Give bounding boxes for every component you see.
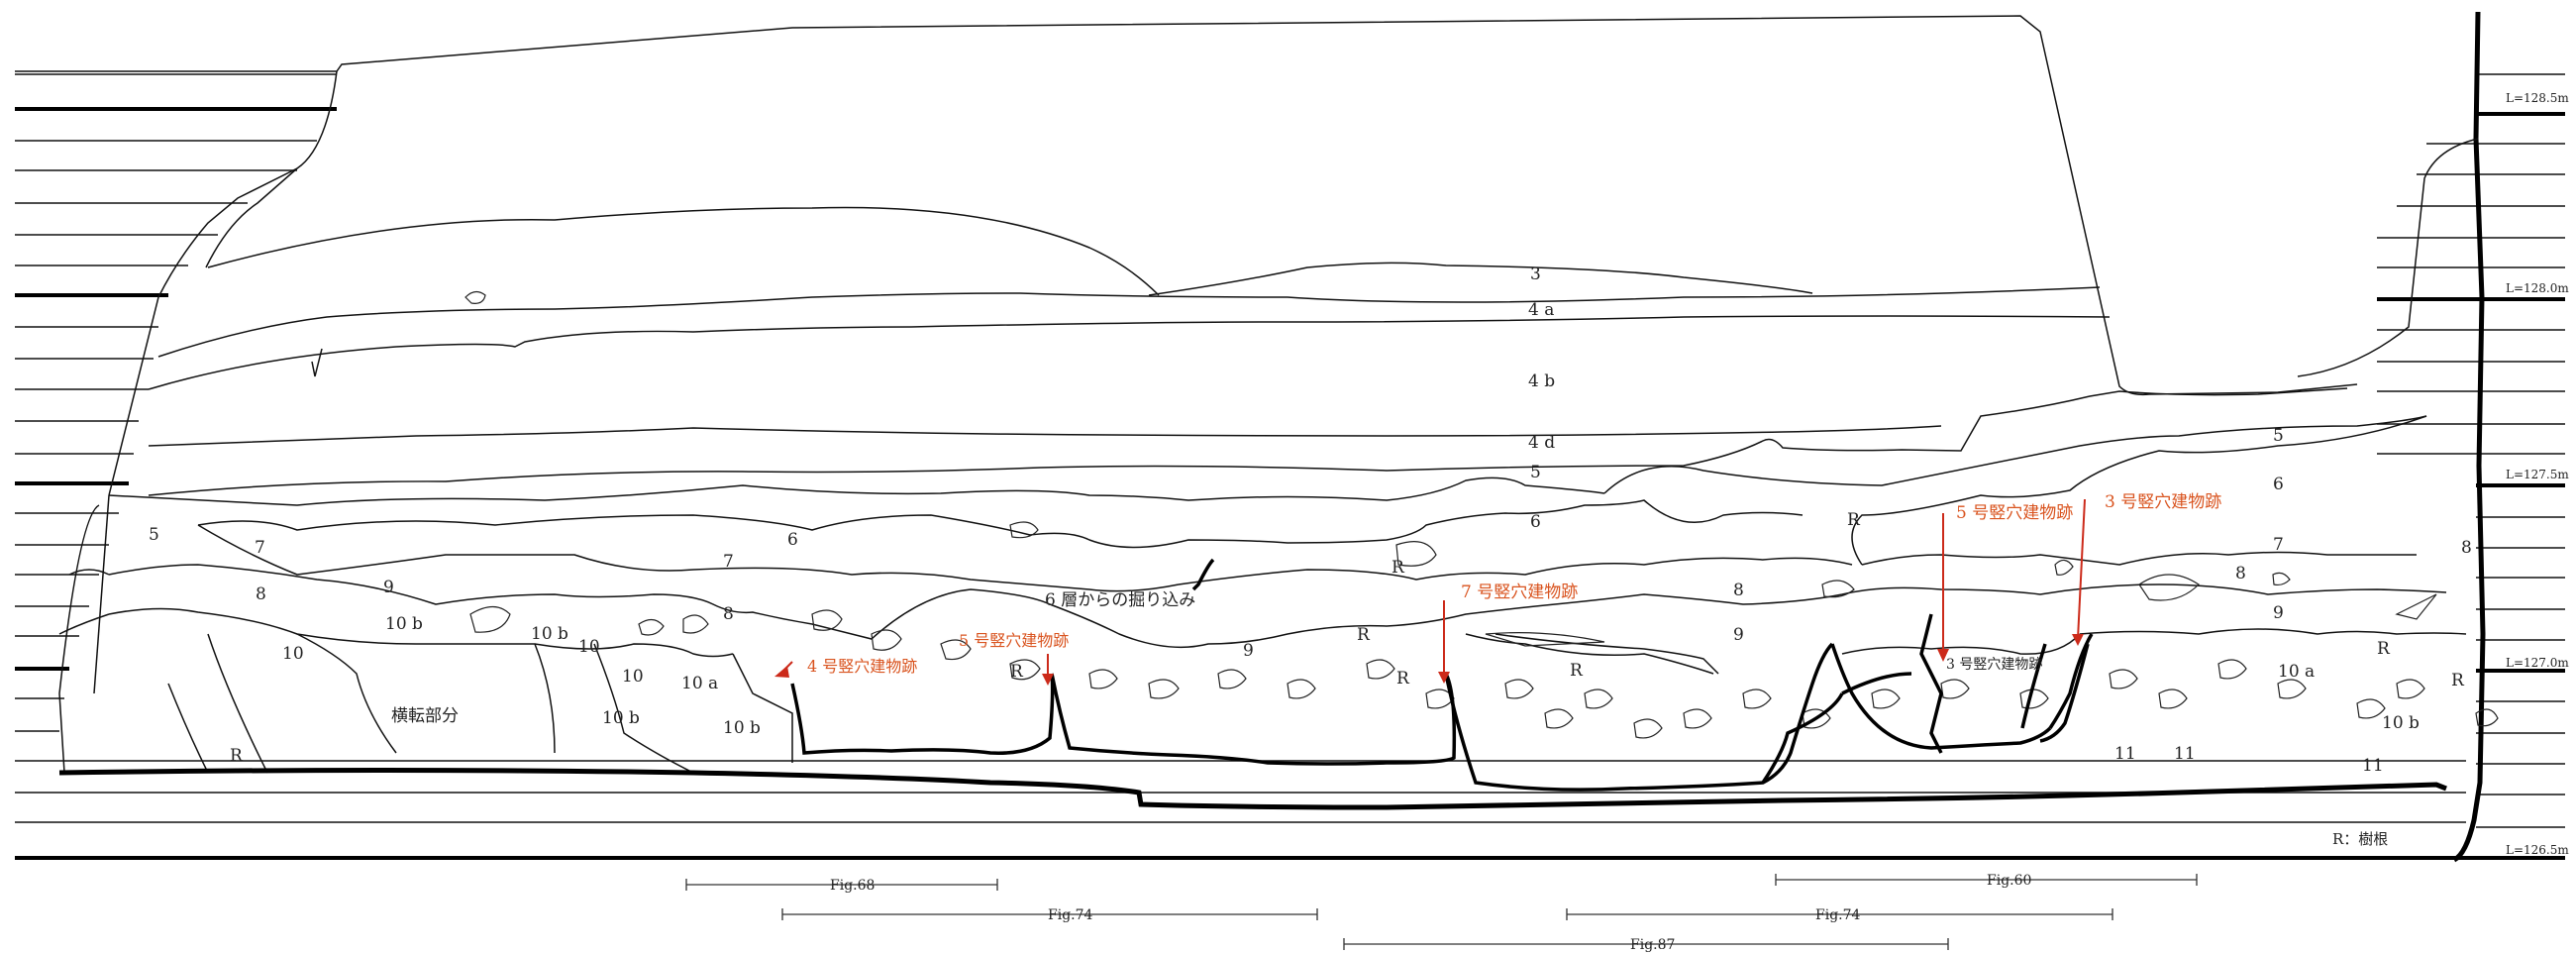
layer-label-5-left: 5 xyxy=(149,525,159,545)
layer-label-11-3: 11 xyxy=(2362,756,2384,776)
right-pit-wall xyxy=(2297,138,2479,377)
root-label-8: R xyxy=(2451,671,2465,690)
root-label-4: R xyxy=(1010,662,1024,682)
layer-labels: 3 4 a 4 b 4 d 5 5 5 6 6 6 7 7 7 8 8 8 8 … xyxy=(149,265,2472,776)
layer-label-10-left: 10 xyxy=(282,644,304,664)
layer-label-6-right: 6 xyxy=(2273,475,2284,494)
layer-label-9-center: 9 xyxy=(1733,625,1744,645)
pit3-inner-label: 3 号竪穴建物跡 xyxy=(1946,657,2042,673)
layer-label-10-mid: 10 xyxy=(578,637,600,657)
root-label-3: R xyxy=(1847,510,1861,530)
elevation-127-0: L=127.0m xyxy=(2506,656,2569,670)
layer-label-9-right: 9 xyxy=(2273,603,2284,623)
layer-label-7-mid: 7 xyxy=(723,552,734,572)
layer-label-10a-right: 10 a xyxy=(2278,662,2315,682)
right-boundary-line xyxy=(2452,11,2486,863)
pit-boundaries xyxy=(58,558,2447,810)
layer-label-7-left: 7 xyxy=(255,538,265,558)
figure-references: Fig.68 Fig.74 Fig.87 Fig.60 Fig.74 xyxy=(685,873,2198,953)
fig74a-label: Fig.74 xyxy=(1048,907,1093,923)
root-label-1: R xyxy=(230,746,244,766)
layer-label-7-right: 7 xyxy=(2273,535,2284,555)
elevation-labels: L=128.5m L=128.0m L=127.5m L=127.0m L=12… xyxy=(2506,91,2569,857)
layer-label-8-left: 8 xyxy=(256,584,266,604)
layer-label-9-left: 9 xyxy=(383,578,394,597)
layer-label-10b-1: 10 b xyxy=(385,614,423,634)
root-label-9: R xyxy=(1357,625,1371,645)
root-label-7: R xyxy=(2377,639,2391,659)
layer-label-4b: 4 b xyxy=(1528,371,1555,391)
middle-layers xyxy=(58,415,2467,774)
layer-label-5-right: 5 xyxy=(2273,426,2284,446)
elevation-127-5: L=127.5m xyxy=(2506,468,2569,481)
layer-label-10-mid2: 10 xyxy=(622,667,644,687)
root-label-2: R xyxy=(1391,558,1405,578)
layer-label-6-center: 6 xyxy=(1530,512,1541,532)
pit-labels: 4 号竪穴建物跡 5 号竪穴建物跡 7 号竪穴建物跡 5 号竪穴建物跡 3 号竪… xyxy=(807,492,2221,676)
pit-arrows xyxy=(774,498,2086,686)
dug-from-layer6-label: 6 層からの掘り込み xyxy=(1045,590,1195,610)
fig87-label: Fig.87 xyxy=(1630,937,1675,953)
pit5b-label: 5 号竪穴建物跡 xyxy=(1956,503,2073,523)
layer-label-10b-2: 10 b xyxy=(531,624,568,644)
elevation-grid xyxy=(15,73,2565,860)
layer-label-10b-4: 10 b xyxy=(723,718,761,738)
gravel-inclusions xyxy=(464,290,2499,739)
layer-label-6-left: 6 xyxy=(787,530,798,550)
fig68-label: Fig.68 xyxy=(830,878,875,894)
layer-label-4a: 4 a xyxy=(1528,300,1554,320)
layer-label-5-center: 5 xyxy=(1530,463,1541,482)
pit7-label: 7 号竪穴建物跡 xyxy=(1461,583,1578,602)
layer-label-8-right2: 8 xyxy=(2235,564,2246,583)
layer-label-10a-left: 10 a xyxy=(681,674,718,693)
root-label-5: R xyxy=(1570,661,1584,681)
elevation-126-5: L=126.5m xyxy=(2506,843,2569,857)
elevation-128-0: L=128.0m xyxy=(2506,281,2569,295)
pit4-label: 4 号竪穴建物跡 xyxy=(807,657,917,676)
fig74b-label: Fig.74 xyxy=(1815,907,1861,923)
layer-label-11-1: 11 xyxy=(2114,744,2136,764)
upper-profile xyxy=(15,15,2427,506)
pit3-label: 3 号竪穴建物跡 xyxy=(2105,492,2221,512)
layer-label-11-2: 11 xyxy=(2174,744,2196,764)
layer-label-10b-3: 10 b xyxy=(602,708,640,728)
pit5a-label: 5 号竪穴建物跡 xyxy=(959,631,1069,650)
root-label-6: R xyxy=(1396,669,1410,689)
layer-label-8-mid: 8 xyxy=(723,604,734,624)
layer-label-8-center: 8 xyxy=(1733,581,1744,600)
layer-label-8-right: 8 xyxy=(2461,538,2472,558)
layer-label-10b-right: 10 b xyxy=(2382,713,2420,733)
overturned-label: 横転部分 xyxy=(391,706,459,726)
layer-label-4d: 4 d xyxy=(1528,433,1555,453)
legend-root: R：樹根 xyxy=(2332,830,2388,848)
fig60-label: Fig.60 xyxy=(1987,873,2031,889)
elevation-128-5: L=128.5m xyxy=(2506,91,2569,105)
layer-label-9-mid: 9 xyxy=(1243,641,1254,661)
layer-label-3: 3 xyxy=(1530,265,1541,284)
